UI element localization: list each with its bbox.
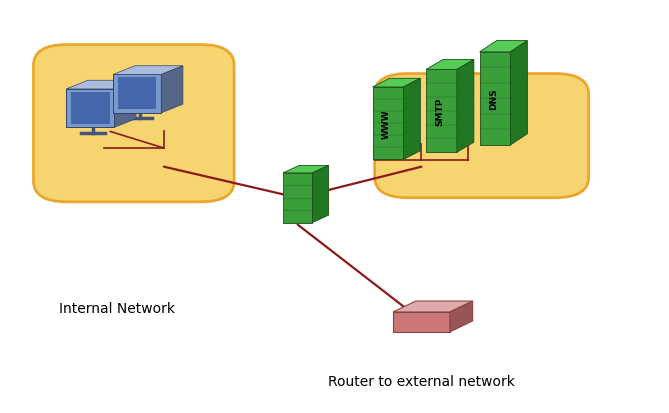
Polygon shape [312,166,328,223]
FancyBboxPatch shape [375,74,589,198]
Polygon shape [113,75,161,114]
Text: Internal Network: Internal Network [59,301,175,316]
Polygon shape [283,166,328,173]
Text: WWW: WWW [382,109,391,139]
Polygon shape [480,41,527,52]
Polygon shape [118,78,157,110]
Polygon shape [457,60,474,153]
Polygon shape [480,52,510,146]
Polygon shape [114,81,136,128]
Polygon shape [66,81,136,90]
Polygon shape [373,88,403,160]
Polygon shape [403,79,420,160]
Polygon shape [71,93,110,124]
Polygon shape [450,301,472,332]
Polygon shape [510,41,527,146]
Text: SMTP: SMTP [436,97,444,126]
Polygon shape [66,90,114,128]
Polygon shape [426,70,457,153]
Polygon shape [426,60,474,70]
Polygon shape [393,312,450,332]
Polygon shape [113,66,183,75]
Text: DNS: DNS [489,88,498,110]
FancyBboxPatch shape [33,45,234,202]
Text: Router to external network: Router to external network [328,374,515,388]
Polygon shape [283,173,312,223]
Polygon shape [161,66,183,114]
Polygon shape [373,79,420,88]
Polygon shape [393,301,472,312]
